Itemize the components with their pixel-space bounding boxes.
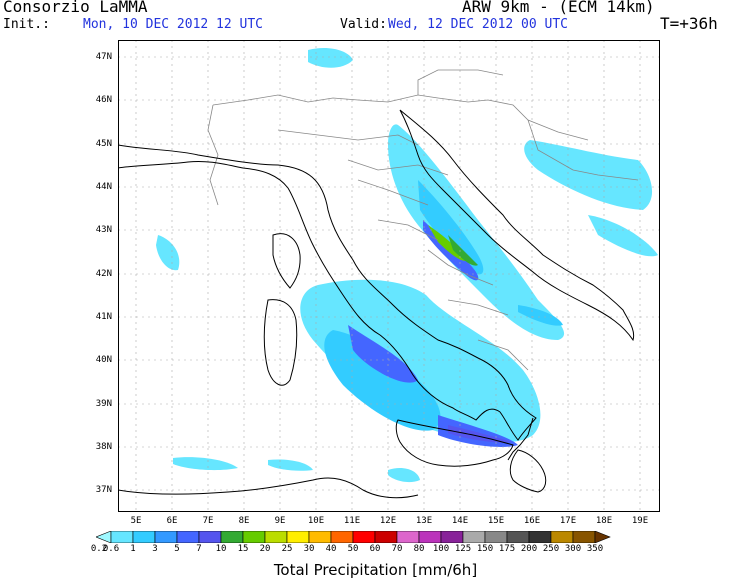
color-scale-box (198, 531, 222, 543)
precipitation-map (118, 40, 660, 512)
color-scale-high-arrow (594, 531, 611, 543)
political-borders (207, 69, 639, 371)
lat-label: 43N (95, 225, 112, 235)
color-scale-box (154, 531, 178, 543)
lon-label: 13E (415, 516, 433, 526)
lon-label: 17E (559, 516, 577, 526)
init-date: Mon, 10 DEC 2012 12 UTC (83, 17, 264, 32)
color-scale-label: 0.2 (90, 544, 108, 554)
color-scale-label: 200 (520, 544, 538, 554)
lat-label: 45N (95, 139, 112, 149)
color-scale-box (330, 531, 354, 543)
color-scale-label: 5 (174, 544, 180, 554)
valid-label: Valid: (340, 17, 387, 32)
color-scale-box (176, 531, 200, 543)
color-scale-label: 250 (542, 544, 560, 554)
color-scale-box (286, 531, 310, 543)
color-scale-label: 3 (152, 544, 158, 554)
precipitation-field (156, 48, 658, 483)
color-scale-label: 175 (498, 544, 516, 554)
model-label: ARW 9km - (ECM 14km) (462, 0, 655, 16)
lon-label: 15E (487, 516, 505, 526)
map-frame (118, 40, 660, 512)
color-scale-box (352, 531, 376, 543)
color-scale-box (308, 531, 332, 543)
title: Consorzio LaMMA (3, 0, 148, 16)
lat-label: 38N (95, 442, 112, 452)
lon-label: 7E (202, 516, 214, 526)
color-scale-box (374, 531, 398, 543)
color-scale-low-arrow (96, 531, 112, 543)
legend-title: Total Precipitation [mm/6h] (273, 561, 478, 579)
color-scale-box (110, 531, 134, 543)
color-scale-box (462, 531, 486, 543)
color-scale-label: 40 (325, 544, 337, 554)
color-scale-box (264, 531, 288, 543)
color-scale-box (220, 531, 244, 543)
lat-label: 42N (95, 269, 112, 279)
lon-label: 5E (130, 516, 142, 526)
color-scale-label: 7 (196, 544, 202, 554)
color-scale-label: 30 (303, 544, 315, 554)
color-scale-label: 70 (391, 544, 403, 554)
lat-label: 44N (95, 182, 112, 192)
init-label: Init.: (3, 17, 50, 32)
color-scale-box (440, 531, 464, 543)
lat-label: 41N (95, 312, 112, 322)
lat-label: 47N (95, 52, 112, 62)
lon-label: 6E (166, 516, 178, 526)
color-scale-label: 1 (130, 544, 136, 554)
color-scale-label: 20 (259, 544, 271, 554)
lat-label: 37N (95, 485, 112, 495)
color-scale-box (528, 531, 552, 543)
color-scale-box (242, 531, 266, 543)
lat-label: 39N (95, 399, 112, 409)
lon-label: 12E (379, 516, 397, 526)
color-scale-box (550, 531, 574, 543)
color-scale-box (132, 531, 156, 543)
lat-lon-grid (118, 40, 660, 512)
color-scale-label: 50 (347, 544, 359, 554)
lon-label: 16E (523, 516, 541, 526)
color-scale-label: 15 (237, 544, 249, 554)
color-scale-box (418, 531, 442, 543)
valid-date: Wed, 12 DEC 2012 00 UTC (388, 17, 569, 32)
color-scale-label: 10 (215, 544, 227, 554)
color-scale-label: 300 (564, 544, 582, 554)
color-scale-box (506, 531, 530, 543)
color-scale-label: 0.6 (102, 544, 120, 554)
color-scale-label: 25 (281, 544, 293, 554)
color-scale-box (396, 531, 420, 543)
lon-label: 10E (307, 516, 325, 526)
color-scale-label: 100 (432, 544, 450, 554)
lon-label: 14E (451, 516, 469, 526)
color-scale-bar (96, 531, 611, 543)
lon-label: 19E (631, 516, 649, 526)
color-scale-label: 150 (476, 544, 494, 554)
forecast-step: T=+36h (660, 14, 718, 33)
lat-label: 46N (95, 95, 112, 105)
color-scale-label: 80 (413, 544, 425, 554)
color-scale-label: 350 (586, 544, 604, 554)
lon-label: 9E (274, 516, 286, 526)
color-scale-label: 60 (369, 544, 381, 554)
color-scale-label: 125 (454, 544, 472, 554)
lat-label: 40N (95, 355, 112, 365)
coastlines (118, 109, 635, 499)
lon-label: 8E (238, 516, 250, 526)
color-scale-box (572, 531, 596, 543)
color-scale-box (484, 531, 508, 543)
lon-label: 11E (343, 516, 361, 526)
lon-label: 18E (595, 516, 613, 526)
